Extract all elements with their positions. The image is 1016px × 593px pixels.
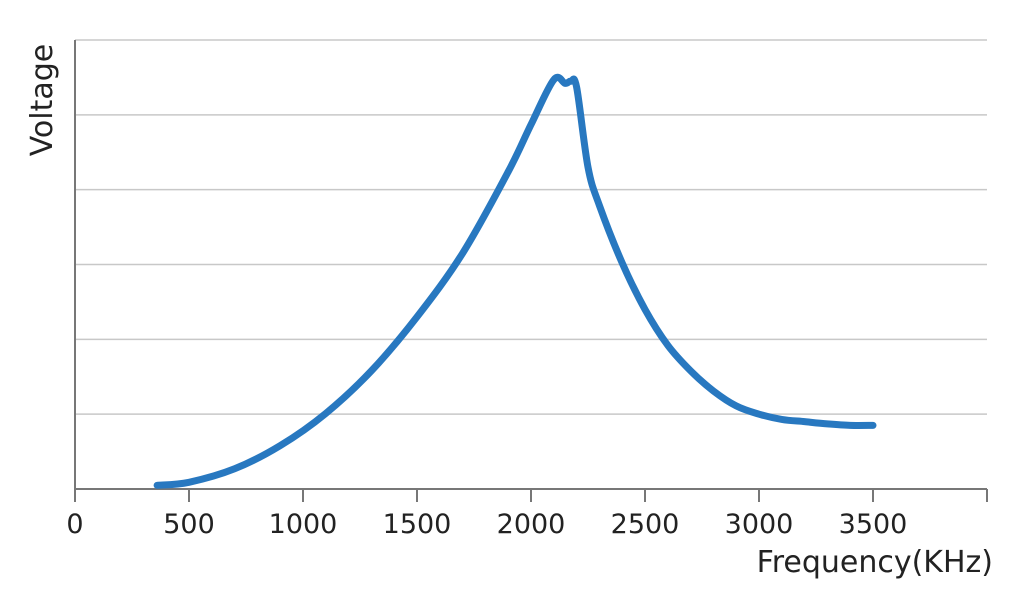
- x-tick-label: 1500: [383, 509, 452, 540]
- x-tick-label: 500: [163, 509, 215, 540]
- x-axis-title: Frequency(KHz): [757, 545, 993, 580]
- gridlines: [75, 39, 987, 415]
- voltage-series-line: [153, 73, 877, 489]
- x-tick-label: 3000: [725, 509, 794, 540]
- x-tick-label: 3500: [839, 509, 908, 540]
- x-tick-label: 0: [66, 509, 83, 540]
- x-axis-ticks: 0 500 1000 1500 2000 2500 3000 3500: [66, 489, 988, 540]
- x-tick-label: 2000: [497, 509, 566, 540]
- x-tick-label: 2500: [611, 509, 680, 540]
- x-tick-label: 1000: [269, 509, 338, 540]
- y-axis-title: Voltage: [25, 44, 60, 157]
